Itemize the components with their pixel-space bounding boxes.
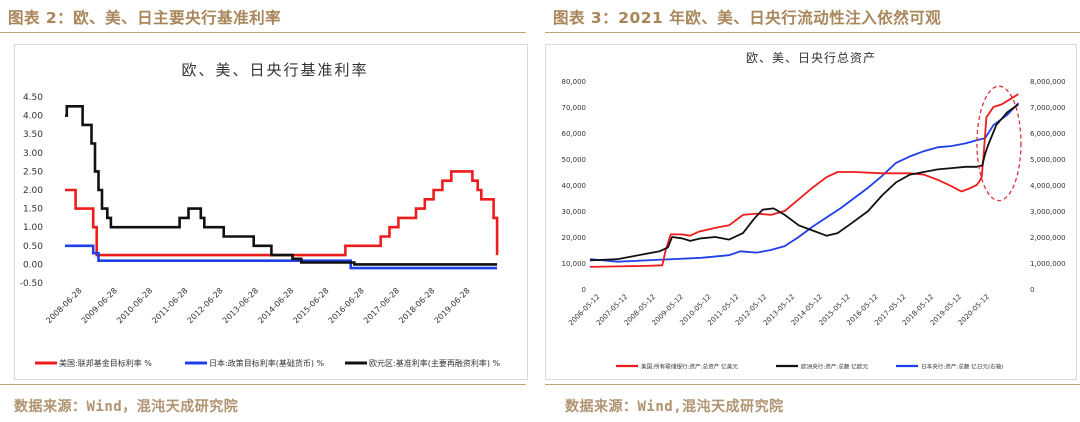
y-tick-label: 0 [582, 286, 586, 294]
y-tick-label: 2.50 [23, 167, 43, 177]
chart-container: 欧、美、日央行基准利率 4.50 4.00 3.50 3.00 2.50 2.00 1.50… [14, 44, 528, 380]
y2-tick-label: 0 [1030, 286, 1034, 294]
y2-tick-label: 5,000,000 [1030, 156, 1066, 164]
data-source: 数据来源：Wind,混沌天成研究院 [565, 399, 784, 415]
x-tick-label: 2011-06-28 [150, 286, 189, 325]
x-tick-label: 2019-06-28 [433, 286, 472, 325]
series-line-us [65, 170, 499, 257]
y2-tick-label: 7,000,000 [1030, 104, 1066, 112]
footer-rule [545, 384, 1080, 385]
figure-title: 图表 3：2021 年欧、美、日央行流动性注入依然可观 [553, 9, 942, 27]
y-tick-label: -0.50 [20, 279, 44, 289]
y-tick-label: 30,000 [562, 208, 587, 216]
x-tick-label: 2012-06-28 [186, 286, 225, 325]
y-tick-label: 50,000 [562, 156, 587, 164]
policy-rate-chart: 欧、美、日央行基准利率 4.50 4.00 3.50 3.00 2.50 2.00 1.50… [20, 61, 501, 368]
y-tick-label: 0.00 [23, 260, 43, 270]
y-axis: 4.50 4.00 3.50 3.00 2.50 2.00 1.50 1.00 0.50 0.00… [20, 93, 44, 289]
y-tick-label: 0.50 [23, 242, 43, 252]
highlight-ellipse [976, 85, 1022, 202]
y-tick-label: 60,000 [562, 130, 587, 138]
x-tick-label: 2017-06-28 [362, 286, 401, 325]
series-lines [65, 104, 499, 270]
y-tick-label: 4.00 [23, 112, 43, 122]
legend-label: 美国:联邦基金目标利率 % [59, 358, 152, 368]
chart-title: 欧、美、日央行总资产 [746, 51, 876, 65]
y-tick-label: 4.50 [23, 93, 43, 103]
y-tick-label: 20,000 [562, 234, 587, 242]
series-line-eu [589, 103, 1019, 262]
series-lines [589, 93, 1020, 268]
y-tick-label: 2.00 [23, 186, 43, 196]
x-tick-label: 2016-06-28 [327, 286, 366, 325]
y-tick-label: 70,000 [562, 104, 587, 112]
y2-tick-label: 6,000,000 [1030, 130, 1066, 138]
title-underline [0, 32, 526, 33]
y-tick-label: 3.50 [23, 130, 43, 140]
series-line-us [589, 93, 1019, 268]
x-axis: 2008-06-282009-06-282010-06-282011-06-28… [44, 286, 471, 325]
y2-tick-label: 4,000,000 [1030, 182, 1066, 190]
footer-rule [0, 384, 526, 385]
left-figure-panel: 图表 2：欧、美、日主要央行基准利率 欧、美、日央行基准利率 4.50 4.00 3… [0, 0, 528, 422]
legend-label: 日本央行:资产:总额 亿日元(右轴) [921, 363, 1004, 371]
chart-container: 欧、美、日央行总资产 80,000 70,000 60,000 50,000 40,00… [545, 44, 1077, 380]
balance-sheet-chart: 欧、美、日央行总资产 80,000 70,000 60,000 50,000 40,00… [562, 51, 1066, 371]
legend-label: 欧洲央行:资产:总额 亿欧元 [801, 363, 868, 371]
right-figure-panel: 图表 3：2021 年欧、美、日央行流动性注入依然可观 欧、美、日央行总资产 8… [545, 0, 1080, 422]
y-tick-label: 40,000 [562, 182, 587, 190]
x-tick-label: 2013-06-28 [221, 286, 260, 325]
y-tick-label: 1.50 [23, 205, 43, 215]
y-tick-label: 10,000 [562, 260, 587, 268]
legend: 美国:所有联储银行:资产:总资产 亿美元 欧洲央行:资产:总额 亿欧元 日本央行:资… [616, 363, 1004, 371]
legend: 美国:联邦基金目标利率 % 日本:政策目标利率(基础货币) % 欧元区:基准利率(主… [35, 358, 500, 368]
legend-label: 欧元区:基准利率(主要再融资利率) % [369, 358, 500, 368]
y2-tick-label: 2,000,000 [1030, 234, 1066, 242]
y-tick-label: 80,000 [562, 78, 587, 86]
y-axis-right: 8,000,000 7,000,000 6,000,000 5,000,000 4,00… [1030, 78, 1066, 294]
y-tick-label: 3.00 [23, 149, 43, 159]
legend-label: 日本:政策目标利率(基础货币) % [209, 358, 324, 368]
y2-tick-label: 1,000,000 [1030, 260, 1066, 268]
data-source: 数据来源：Wind，混沌天成研究院 [14, 399, 239, 415]
x-tick-label: 2015-06-28 [291, 286, 330, 325]
y-tick-label: 1.00 [23, 223, 43, 233]
series-line-jp [589, 102, 1020, 263]
title-underline [545, 32, 1080, 33]
x-tick-label: 2014-06-28 [256, 286, 295, 325]
series-line-eu [65, 104, 498, 266]
x-axis: 2006-05-122007-05-122008-05-122009-05-12… [567, 293, 991, 327]
y2-tick-label: 3,000,000 [1030, 208, 1066, 216]
y2-tick-label: 8,000,000 [1030, 78, 1066, 86]
x-tick-label: 2009-06-28 [80, 286, 119, 325]
x-tick-label: 2018-06-28 [397, 286, 436, 325]
legend-label: 美国:所有联储银行:资产:总资产 亿美元 [641, 363, 738, 371]
figure-title: 图表 2：欧、美、日主要央行基准利率 [8, 9, 282, 27]
x-tick-label: 2010-06-28 [115, 286, 154, 325]
highlight-annotation [976, 85, 1022, 202]
chart-title: 欧、美、日央行基准利率 [181, 61, 368, 79]
x-tick-label: 2008-06-28 [44, 286, 83, 325]
y-axis-left: 80,000 70,000 60,000 50,000 40,000 30,000 20,0… [562, 78, 587, 294]
series-line-jp [65, 244, 498, 270]
